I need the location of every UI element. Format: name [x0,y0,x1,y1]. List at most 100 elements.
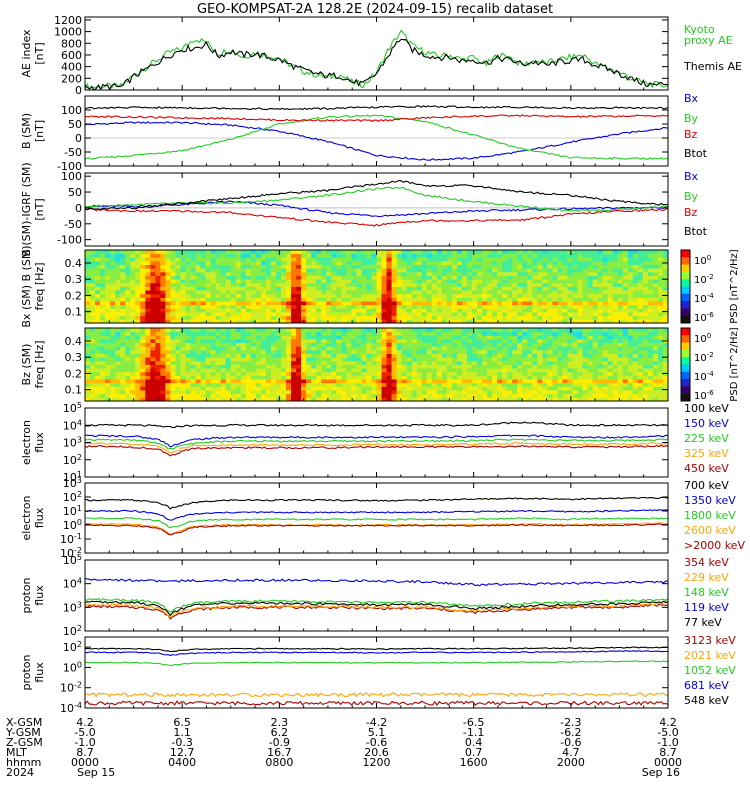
spectrogram-cell [110,353,116,358]
spectrogram-cell [557,319,563,324]
spectrogram-cell [371,353,377,358]
spectrogram-cell [296,364,302,369]
spectrogram-cell [175,301,181,306]
spectrogram-cell [175,271,181,276]
spectrogram-cell [652,301,659,306]
spectrogram-cell [552,286,558,291]
spectrogram-cell [230,279,237,284]
spectrogram-cell [567,349,573,354]
spectrogram-cell [411,328,418,333]
spectrogram-cell [637,349,644,354]
spectrogram-cell [537,379,543,384]
spectrogram-cell [471,282,478,287]
spectrogram-cell [461,260,468,265]
spectrogram-cell [471,301,478,306]
spectrogram-cell [461,275,468,280]
spectrogram-cell [321,282,327,287]
spectrogram-cell [115,319,121,324]
spectrogram-cell [170,397,176,402]
spectrogram-cell [411,315,418,320]
spectrogram-cell [376,271,382,276]
spectrogram-cell [220,360,227,365]
spectrogram-cell [411,390,418,395]
spectrogram-cell [175,290,181,295]
spectrogram-cell [100,353,106,358]
spectrogram-cell [391,275,398,280]
spectrogram-cell [487,282,493,287]
spectrogram-cell [155,253,161,258]
spectrogram-cell [451,297,458,302]
spectrogram-cell [522,338,528,343]
spectrogram-cell [547,386,553,391]
spectrogram-cell [426,250,433,255]
spectrogram-cell [130,390,136,395]
spectrogram-cell [170,368,176,373]
spectrogram-cell [582,271,588,276]
spectrogram-cell [195,260,201,265]
spectrogram-cell [582,319,588,324]
spectrogram-cell [331,331,337,336]
spectrogram-cell [381,268,387,273]
spectrogram-cell [386,397,392,402]
spectrogram-cell [517,349,523,354]
spectrogram-cell [301,349,307,354]
spectrogram-cell [406,357,413,362]
spectrogram-cell [562,349,568,354]
spectrogram-cell [120,393,126,398]
spectrogram-cell [270,357,277,362]
spectrogram-cell [235,393,242,398]
spectrogram-cell [356,397,362,402]
spectrogram-cell [120,297,126,302]
spectrogram-cell [487,328,493,333]
spectrogram-cell [195,342,201,347]
spectrogram-cell [235,304,242,309]
spectrogram-cell [441,338,448,343]
spectrogram-cell [456,364,463,369]
spectrogram-cell [456,371,463,376]
spectrogram-cell [487,353,493,358]
spectrogram-cell [592,308,599,313]
spectrogram-cell [180,312,186,317]
spectrogram-cell [316,301,322,306]
spectrogram-cell [240,271,247,276]
spectrogram-cell [351,308,357,313]
spectrogram-cell [175,328,181,333]
spectrogram-cell [95,393,101,398]
spectrogram-cell [657,328,664,333]
spectrogram-cell [160,308,166,313]
spectrogram-cell [165,268,171,273]
spectrogram-cell [371,304,377,309]
spectrogram-cell [326,290,332,295]
spectrogram-cell [471,375,478,380]
spectrogram-cell [85,312,91,317]
spectrogram-cell [587,346,594,351]
spectrogram-cell [602,353,609,358]
spectrogram-cell [587,268,594,273]
spectrogram-cell [657,346,664,351]
colorbar-frame [680,249,691,324]
spectrogram-cell [135,390,141,395]
spectrogram-cell [542,308,548,313]
spectrogram-cell [205,293,212,298]
spectrogram-cell [602,286,609,291]
spectrogram-cell [401,342,408,347]
spectrogram-cell [642,319,649,324]
spectrogram-cell [336,282,342,287]
colorbar-frame [680,327,691,402]
spectrogram-cell [497,253,503,258]
spectrogram-cell [502,257,508,262]
spectrogram-cell [662,257,669,262]
spectrogram-cell [612,335,619,340]
spectrogram-cell [396,304,403,309]
spectrogram-cell [376,315,382,320]
spectrogram-cell [275,331,282,336]
legend-label: 450 keV [684,462,729,475]
spectrogram-cell [115,253,121,258]
spectrogram-cell [522,257,528,262]
spectrogram-cell [180,275,186,280]
spectrogram-cell [522,268,528,273]
spectrogram-cell [406,264,413,269]
spectrogram-cell [627,335,634,340]
spectrogram-cell [260,260,267,265]
spectrogram-cell [281,253,287,258]
